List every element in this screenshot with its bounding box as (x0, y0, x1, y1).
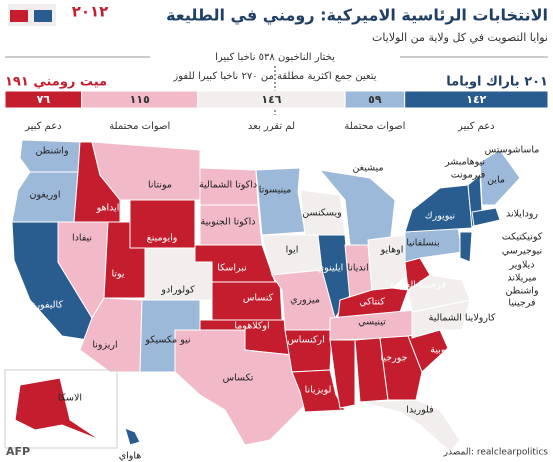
state-label: ماساشوستس (485, 145, 540, 156)
state-labels: واشنطن اوريغون كاليفورنيا نيفادا ايداهو مونتا… (27, 145, 543, 462)
total-note: يختار الناخبون ٥٣٨ ناخبا كبيرا (215, 52, 335, 63)
state-label: كولورادو (160, 285, 195, 296)
state-label: يوتا (111, 269, 124, 280)
segment-caption: دعم كبير (457, 121, 495, 132)
state-shape (479, 149, 521, 206)
state-label: ميسيسيبي (309, 429, 350, 440)
state-label: لويزيانا (305, 385, 332, 396)
note-box (150, 49, 400, 65)
state-label: ميشيغن (352, 163, 383, 174)
state-label: مينيسوتا (259, 185, 292, 196)
romney-total: ميت رومني ١٩١ (5, 75, 107, 90)
elephant-icon (10, 10, 28, 22)
state-label: فرجينيا (508, 298, 535, 309)
state-label: داكوتا الشمالية (199, 180, 257, 191)
state-label: ماين (487, 175, 505, 186)
state-label: نيوجيرسي (502, 246, 542, 257)
state-label: اوهايو (380, 245, 404, 256)
state-label: تكساس (223, 373, 254, 384)
state-label: ايوا (286, 245, 299, 256)
state-label: نيفادا (72, 233, 92, 244)
obama-total: ٢٠١ باراك اوباما (446, 75, 548, 90)
state-shape (471, 207, 501, 227)
state-label: ميزوري (290, 295, 320, 306)
state-label: اركنساس (287, 335, 325, 346)
subtitle: نوايا التصويت في كل ولاية من الولايات (372, 31, 548, 44)
us-map (4, 139, 521, 453)
state-label: انديانا (347, 263, 368, 274)
segment-caption: لم تقرر بعد (248, 121, 295, 132)
state-label: مونتانا (148, 180, 172, 191)
segment-label: ٧٦ (37, 93, 51, 106)
state-label: اوكلاهوما (234, 321, 269, 332)
state-label: جورجيا (380, 353, 407, 364)
donkey-icon (34, 10, 52, 22)
state-shape (14, 377, 101, 441)
state-label: اريزونا (92, 340, 117, 351)
state-shape (359, 399, 461, 453)
state-label: رودايلاند (506, 209, 538, 220)
tally-segment (404, 90, 549, 109)
state-shape (329, 339, 356, 409)
year: ٢٠١٢ (72, 3, 109, 21)
state-label: نبراسكا (217, 263, 247, 274)
state-label: كارولاينا الجنوبية (430, 345, 494, 356)
state-label: كنتاكي (359, 297, 385, 308)
state-label: كاليفورنيا (27, 300, 63, 311)
state-label: ميريلاند (507, 273, 536, 284)
state-shape (255, 167, 306, 236)
state-label: ويسكنسن (302, 208, 342, 219)
state-shape (124, 427, 141, 446)
state-shape (404, 184, 473, 233)
state-shape (291, 369, 346, 413)
state-label: الاسكا (58, 393, 82, 404)
state-label: تينيسي (358, 317, 386, 328)
state-label: فلوريدا (406, 405, 433, 416)
state-label: نيو مكسيكو (144, 335, 190, 346)
state-label: ايلينوي (317, 263, 344, 274)
state-label: اوريغون (30, 190, 61, 201)
state-label: فيرمونت (451, 170, 486, 181)
state-label: واشنطن (35, 146, 68, 157)
segment-label: ١٤٦ (261, 93, 281, 106)
state-label: ديلاوير (508, 260, 534, 271)
segment-label: ٥٩ (368, 93, 382, 106)
state-label: وايومينغ (147, 233, 178, 244)
state-label: واشنطن (505, 286, 538, 297)
state-label: كارولاينا الشمالية (429, 313, 496, 324)
state-shape (459, 231, 473, 263)
state-label: هاواي (119, 451, 142, 462)
state-shape (174, 329, 306, 446)
state-label: نيوهامبشر (444, 157, 485, 168)
inset-frame (4, 369, 118, 449)
segment-label: ١٤٢ (466, 93, 486, 106)
tally-bar: ٧٦ دعم كبير ١١٥ اصوات محتملة ١٤٦ لم تقرر بعد ٥… (4, 90, 549, 132)
state-label: ايداهو (96, 203, 120, 214)
state-shape (379, 335, 423, 401)
agency: AFP (6, 445, 30, 458)
source: المصدر: realclearpolitics (443, 448, 549, 458)
state-label: فرجينيا الغربية (390, 280, 446, 291)
majority-note: يتعين جمع اكثرية مطلقة من ٢٧٠ ناخبا كبير… (172, 71, 376, 82)
title: الانتخابات الرئاسية الاميركية: رومني في … (166, 6, 548, 26)
state-label: كنساس (243, 293, 274, 304)
state-label: نيويورك (425, 211, 455, 222)
state-label: داكوتا الجنوبية (201, 217, 256, 228)
state-shape (367, 234, 409, 291)
segment-caption: اصوات محتملة (109, 121, 170, 132)
state-label: بنسلفانيا (406, 238, 439, 249)
state-label: كونيكتيكت (502, 232, 543, 243)
segment-label: ١١٥ (130, 93, 150, 106)
state-label: الاباما (374, 429, 396, 440)
segment-caption: اصوات محتملة (344, 121, 405, 132)
segment-caption: دعم كبير (24, 121, 62, 132)
